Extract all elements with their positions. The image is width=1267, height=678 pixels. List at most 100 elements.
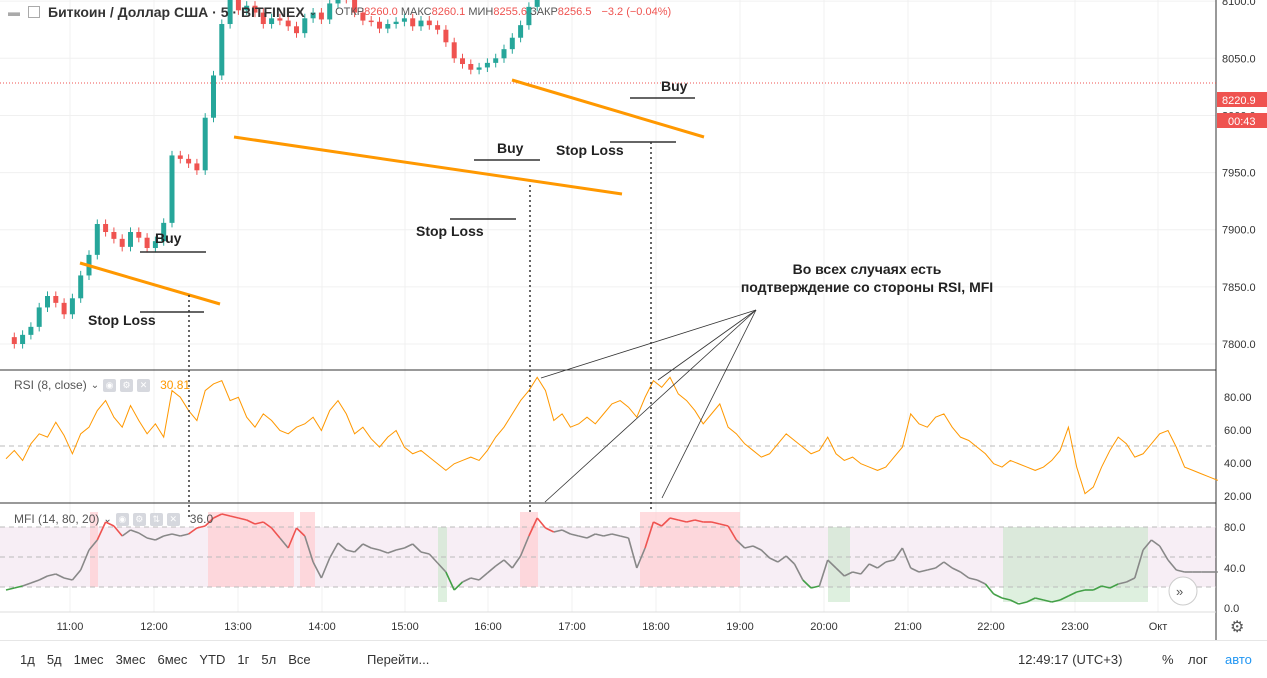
- mfi-segment: [270, 527, 281, 539]
- mfi-segment: [1176, 569, 1185, 573]
- percent-toggle[interactable]: %: [1162, 652, 1174, 667]
- mfi-segment: [329, 542, 339, 559]
- mfi-segment: [204, 517, 215, 527]
- gear-icon[interactable]: ⚙: [1230, 619, 1244, 636]
- candlesticks[interactable]: [11, 0, 1221, 349]
- mfi-segment: [404, 543, 414, 549]
- rsi-axis[interactable]: 80.00 60.00 40.00 20.00: [1224, 392, 1252, 503]
- symbol-title[interactable]: Биткоин / Доллар США · 5 · BITFINEX: [48, 4, 305, 20]
- range-button-1д[interactable]: 1д: [20, 652, 35, 667]
- candle-body: [194, 163, 200, 171]
- candle-body: [252, 5, 258, 13]
- time-axis[interactable]: 11:00 12:00 13:00 14:00 15:00 16:00 17:00 18:00…: [57, 621, 1168, 633]
- range-button-5д[interactable]: 5д: [46, 652, 62, 667]
- candle-body: [518, 25, 524, 38]
- trend-lines[interactable]: [79, 78, 705, 306]
- range-button-Все[interactable]: Все: [288, 652, 311, 667]
- open-value: 8260.0: [364, 6, 398, 18]
- goto-button[interactable]: Перейти...: [367, 652, 430, 667]
- rsi-legend[interactable]: RSI (8, close) ⌄ ◉ ⚙ ✕ 30.81: [14, 378, 190, 392]
- range-button-1г[interactable]: 1г: [237, 652, 250, 667]
- mfi-segment: [146, 537, 156, 541]
- chevron-down-icon[interactable]: ⌄: [90, 379, 100, 391]
- range-button-6мес[interactable]: 6мес: [157, 652, 188, 667]
- collapse-icon[interactable]: ▬: [8, 5, 20, 19]
- gear-icon[interactable]: ⚙: [132, 512, 146, 526]
- time-tick: 12:00: [140, 621, 168, 633]
- time-tick: 14:00: [308, 621, 336, 633]
- overbought-zone: [300, 512, 315, 587]
- candle-body: [476, 67, 482, 70]
- mfi-segment: [229, 515, 239, 519]
- mfi-segment: [121, 529, 131, 537]
- mfi-segment: [238, 517, 247, 521]
- range-button-YTD[interactable]: YTD: [199, 652, 226, 667]
- chart-header: ▬ Биткоин / Доллар США · 5 · BITFINEX ⌄ …: [8, 3, 671, 21]
- chevron-down-icon[interactable]: ⌄: [103, 513, 112, 525]
- mfi-segment: [346, 549, 355, 553]
- chevron-down-icon[interactable]: ⌄: [308, 6, 318, 18]
- close-icon[interactable]: ✕: [166, 512, 180, 526]
- square-icon[interactable]: [28, 6, 40, 18]
- mfi-tick: 80.0: [1224, 522, 1245, 534]
- clock[interactable]: 12:49:17 (UTC+3): [1018, 652, 1123, 667]
- rsi-value: 30.81: [160, 378, 191, 392]
- mfi-segment: [777, 555, 787, 563]
- countdown-value: 00:43: [1228, 116, 1256, 128]
- mfi-segment: [1134, 549, 1144, 579]
- high-label: МАКС: [400, 6, 432, 18]
- mfi-axis[interactable]: 80.0 40.0 0.0: [1224, 522, 1245, 615]
- mfi-segment: [395, 547, 405, 551]
- mfi-label[interactable]: MFI (14, 80, 20): [14, 512, 100, 526]
- mfi-segment: [462, 577, 472, 583]
- close-icon[interactable]: ✕: [137, 378, 151, 392]
- mfi-legend[interactable]: MFI (14, 80, 20) ⌄ ◉ ⚙ ⇅ ✕ 36.0: [14, 512, 213, 526]
- candle-body: [69, 298, 75, 315]
- mfi-value: 36.0: [189, 512, 214, 526]
- mfi-segment: [79, 549, 90, 571]
- rsi-label[interactable]: RSI (8, close): [14, 378, 87, 392]
- mfi-segment: [835, 567, 845, 577]
- mfi-segment: [578, 535, 588, 539]
- log-toggle[interactable]: лог: [1188, 652, 1208, 667]
- move-icon[interactable]: ⇅: [149, 512, 163, 526]
- mfi-segment: [810, 585, 820, 589]
- mfi-segment: [561, 529, 571, 535]
- auto-toggle[interactable]: авто: [1225, 652, 1252, 667]
- eye-icon[interactable]: ◉: [115, 512, 129, 526]
- candle-body: [169, 155, 175, 223]
- candle-body: [152, 241, 158, 249]
- range-button-5л[interactable]: 5л: [261, 652, 277, 667]
- mfi-segment: [627, 537, 638, 569]
- level-lines[interactable]: [140, 97, 695, 313]
- candle-body: [103, 224, 109, 233]
- range-button-1мес[interactable]: 1мес: [73, 652, 104, 667]
- trendline-3: [511, 78, 705, 139]
- scroll-to-realtime-button[interactable]: [1168, 576, 1198, 606]
- mfi-tick: 0.0: [1224, 603, 1239, 615]
- mfi-segment: [827, 559, 837, 569]
- mfi-segment: [694, 519, 704, 523]
- candle-body: [377, 21, 382, 29]
- price-axis[interactable]: 8400.08350.08300.08250.08200.08150.08100…: [1222, 0, 1256, 351]
- mfi-segment: [105, 521, 115, 527]
- gear-icon[interactable]: ⚙: [120, 378, 134, 392]
- candle-body: [128, 232, 133, 247]
- price-tick: 7900.0: [1222, 225, 1256, 237]
- rsi-line[interactable]: [5, 376, 1218, 495]
- price-tick: 7950.0: [1222, 168, 1256, 180]
- range-button-3мес[interactable]: 3мес: [115, 652, 146, 667]
- mfi-segment: [752, 545, 762, 551]
- time-tick: 15:00: [391, 621, 419, 633]
- open-label: ОТКР: [335, 6, 365, 18]
- mfi-segment: [445, 571, 455, 591]
- mfi-segment: [1109, 583, 1119, 589]
- mfi-line[interactable]: [5, 513, 1218, 605]
- mfi-segment: [669, 517, 679, 521]
- buy-label-2: Buy: [497, 140, 524, 156]
- eye-icon[interactable]: ◉: [103, 378, 117, 392]
- price-tick: 8100.0: [1222, 0, 1256, 8]
- mfi-segment: [570, 533, 579, 537]
- oversold-zone: [438, 527, 447, 602]
